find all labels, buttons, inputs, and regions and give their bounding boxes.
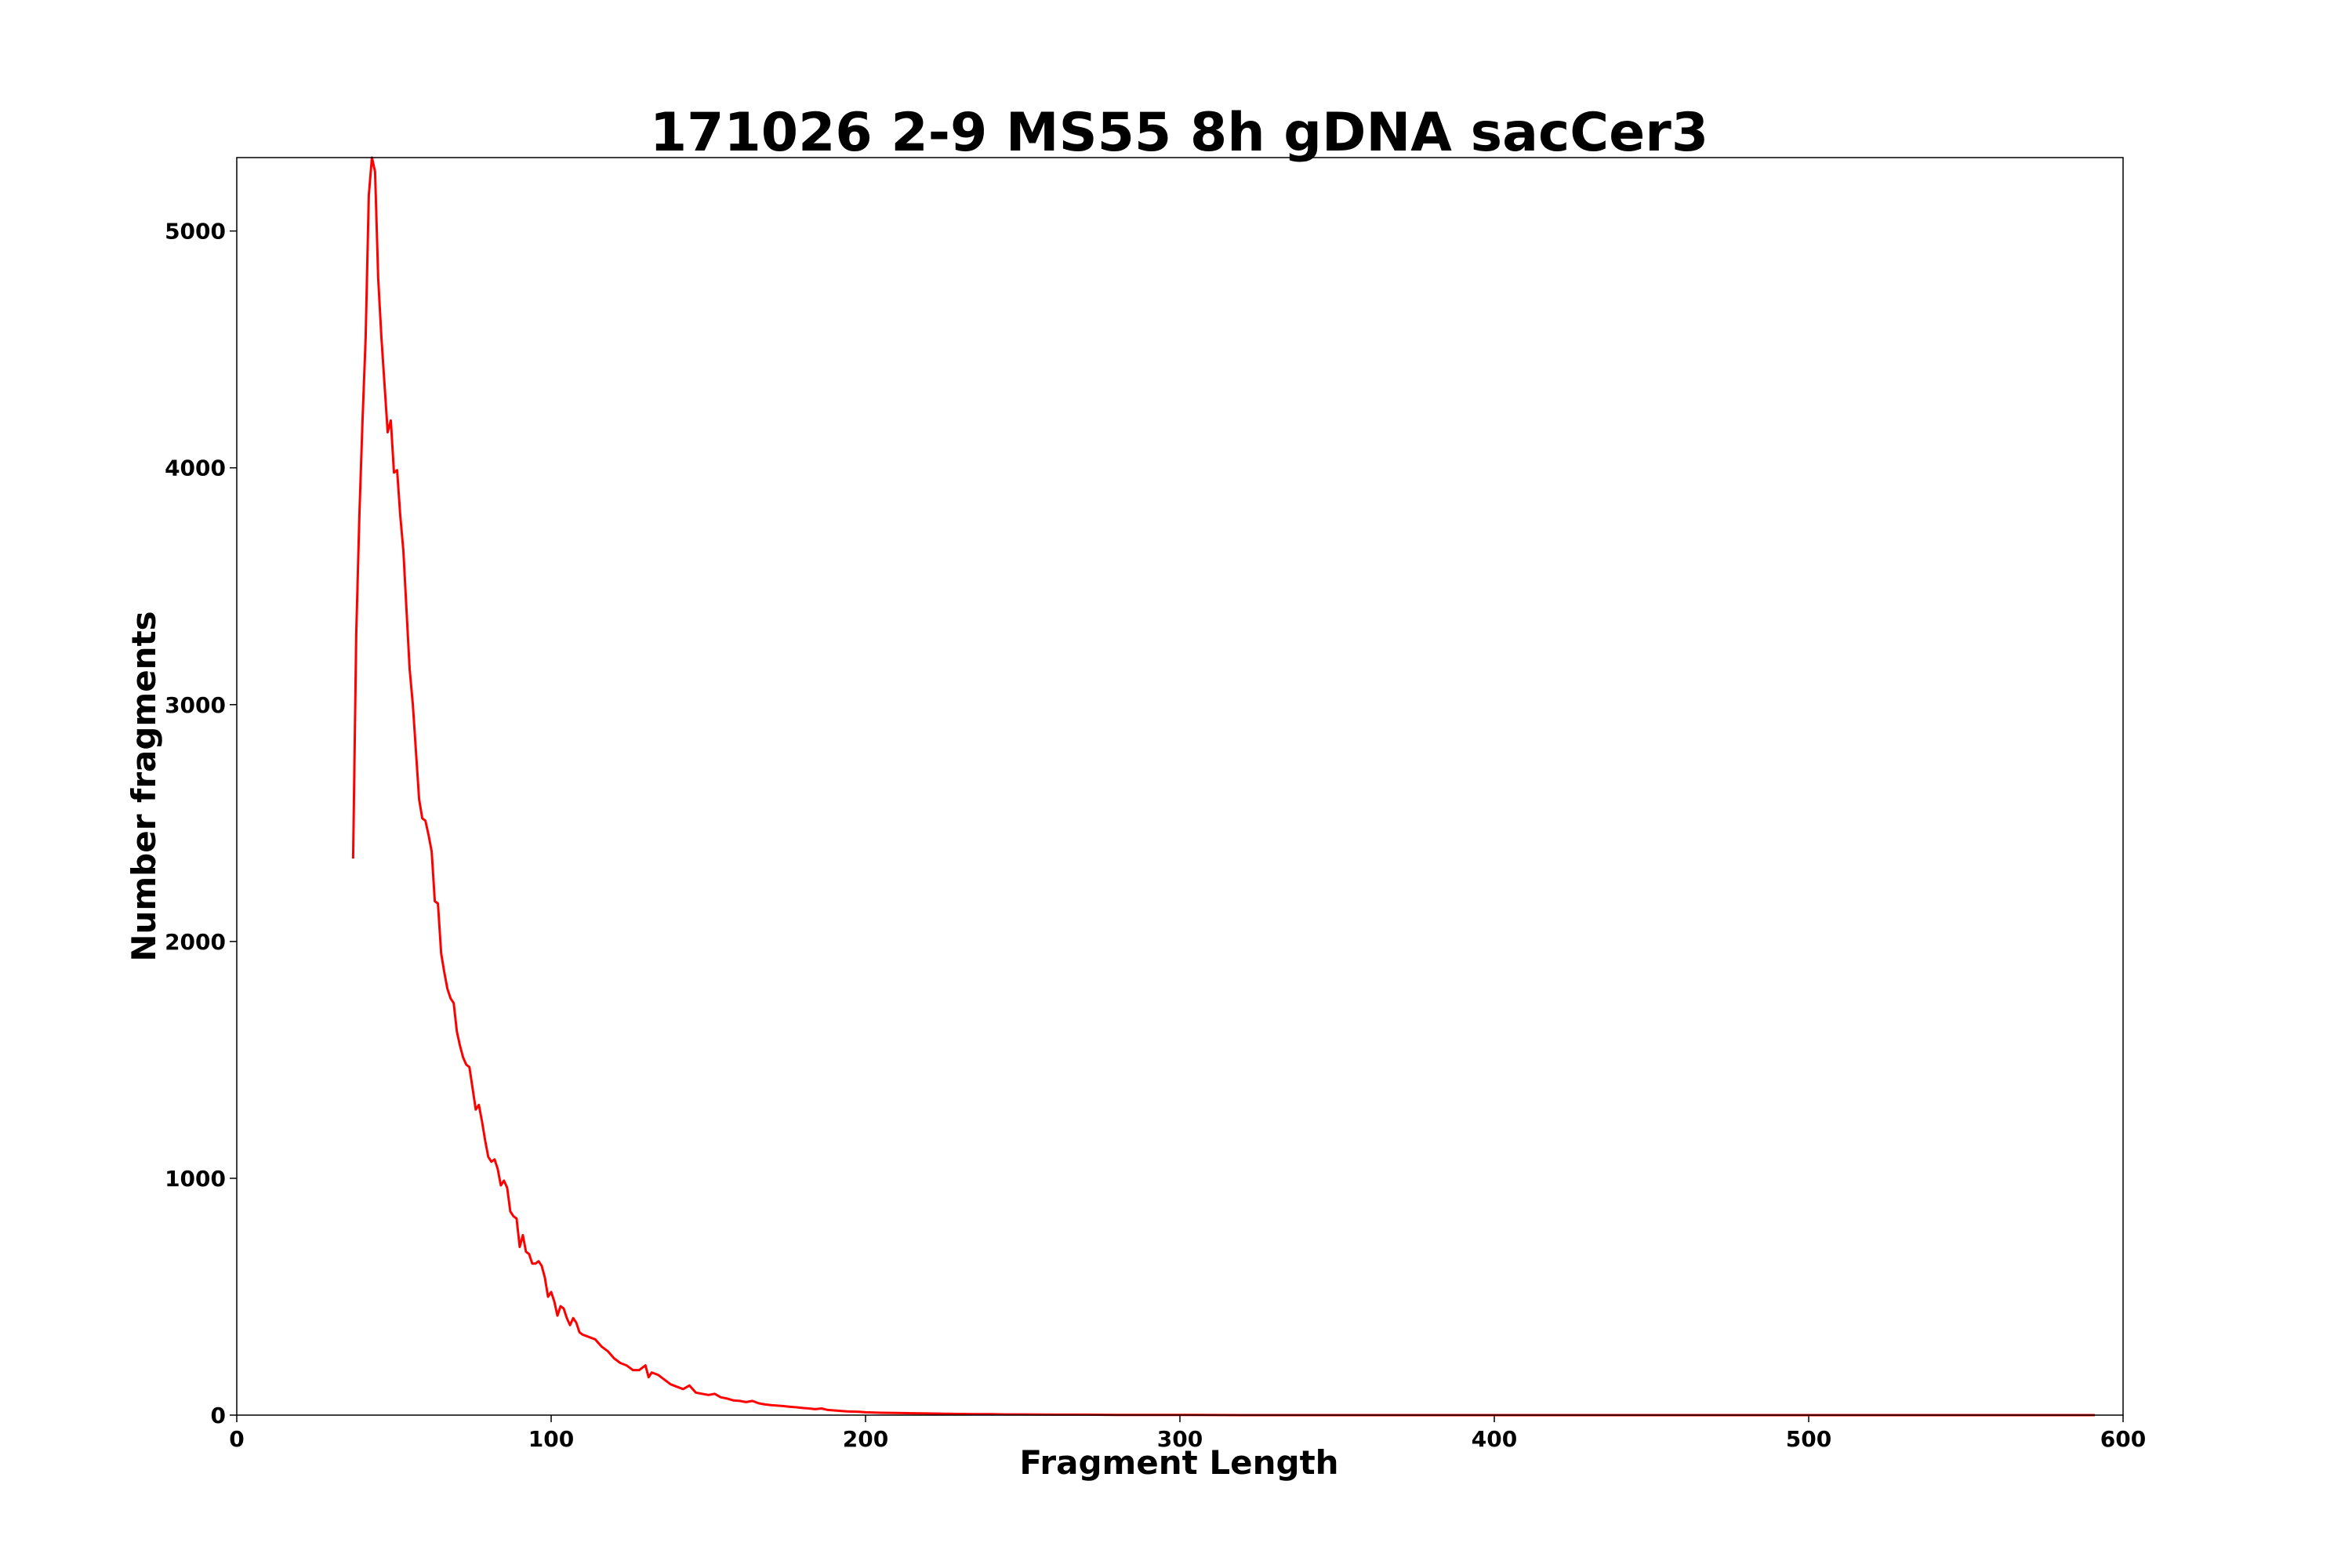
series-line [351,156,2095,1417]
x-tick-label: 0 [229,1426,244,1452]
y-tick-label: 2000 [165,929,226,955]
x-axis: 0 100 200 300 400 500 600 [229,1415,2146,1452]
x-axis-label: Fragment Length [1019,1443,1338,1482]
y-tick-label: 5000 [165,219,226,245]
x-tick-label: 400 [1472,1426,1517,1452]
x-tick-label: 500 [1786,1426,1831,1452]
x-tick-label: 100 [528,1426,574,1452]
plot-frame [236,157,2124,1416]
y-axis-label: Number fragments [125,611,163,961]
chart-title: 171026 2-9 MS55 8h gDNA sacCer3 [650,102,1708,164]
x-tick-label: 300 [1157,1426,1203,1452]
y-axis: 0 1000 2000 3000 4000 5000 [165,219,237,1428]
x-tick-label: 200 [843,1426,888,1452]
plot-area [351,156,2095,1417]
y-tick-label: 1000 [165,1166,226,1192]
y-tick-label: 4000 [165,456,226,481]
y-tick-label: 0 [211,1403,226,1428]
y-tick-label: 3000 [165,692,226,718]
x-tick-label: 600 [2100,1426,2146,1452]
